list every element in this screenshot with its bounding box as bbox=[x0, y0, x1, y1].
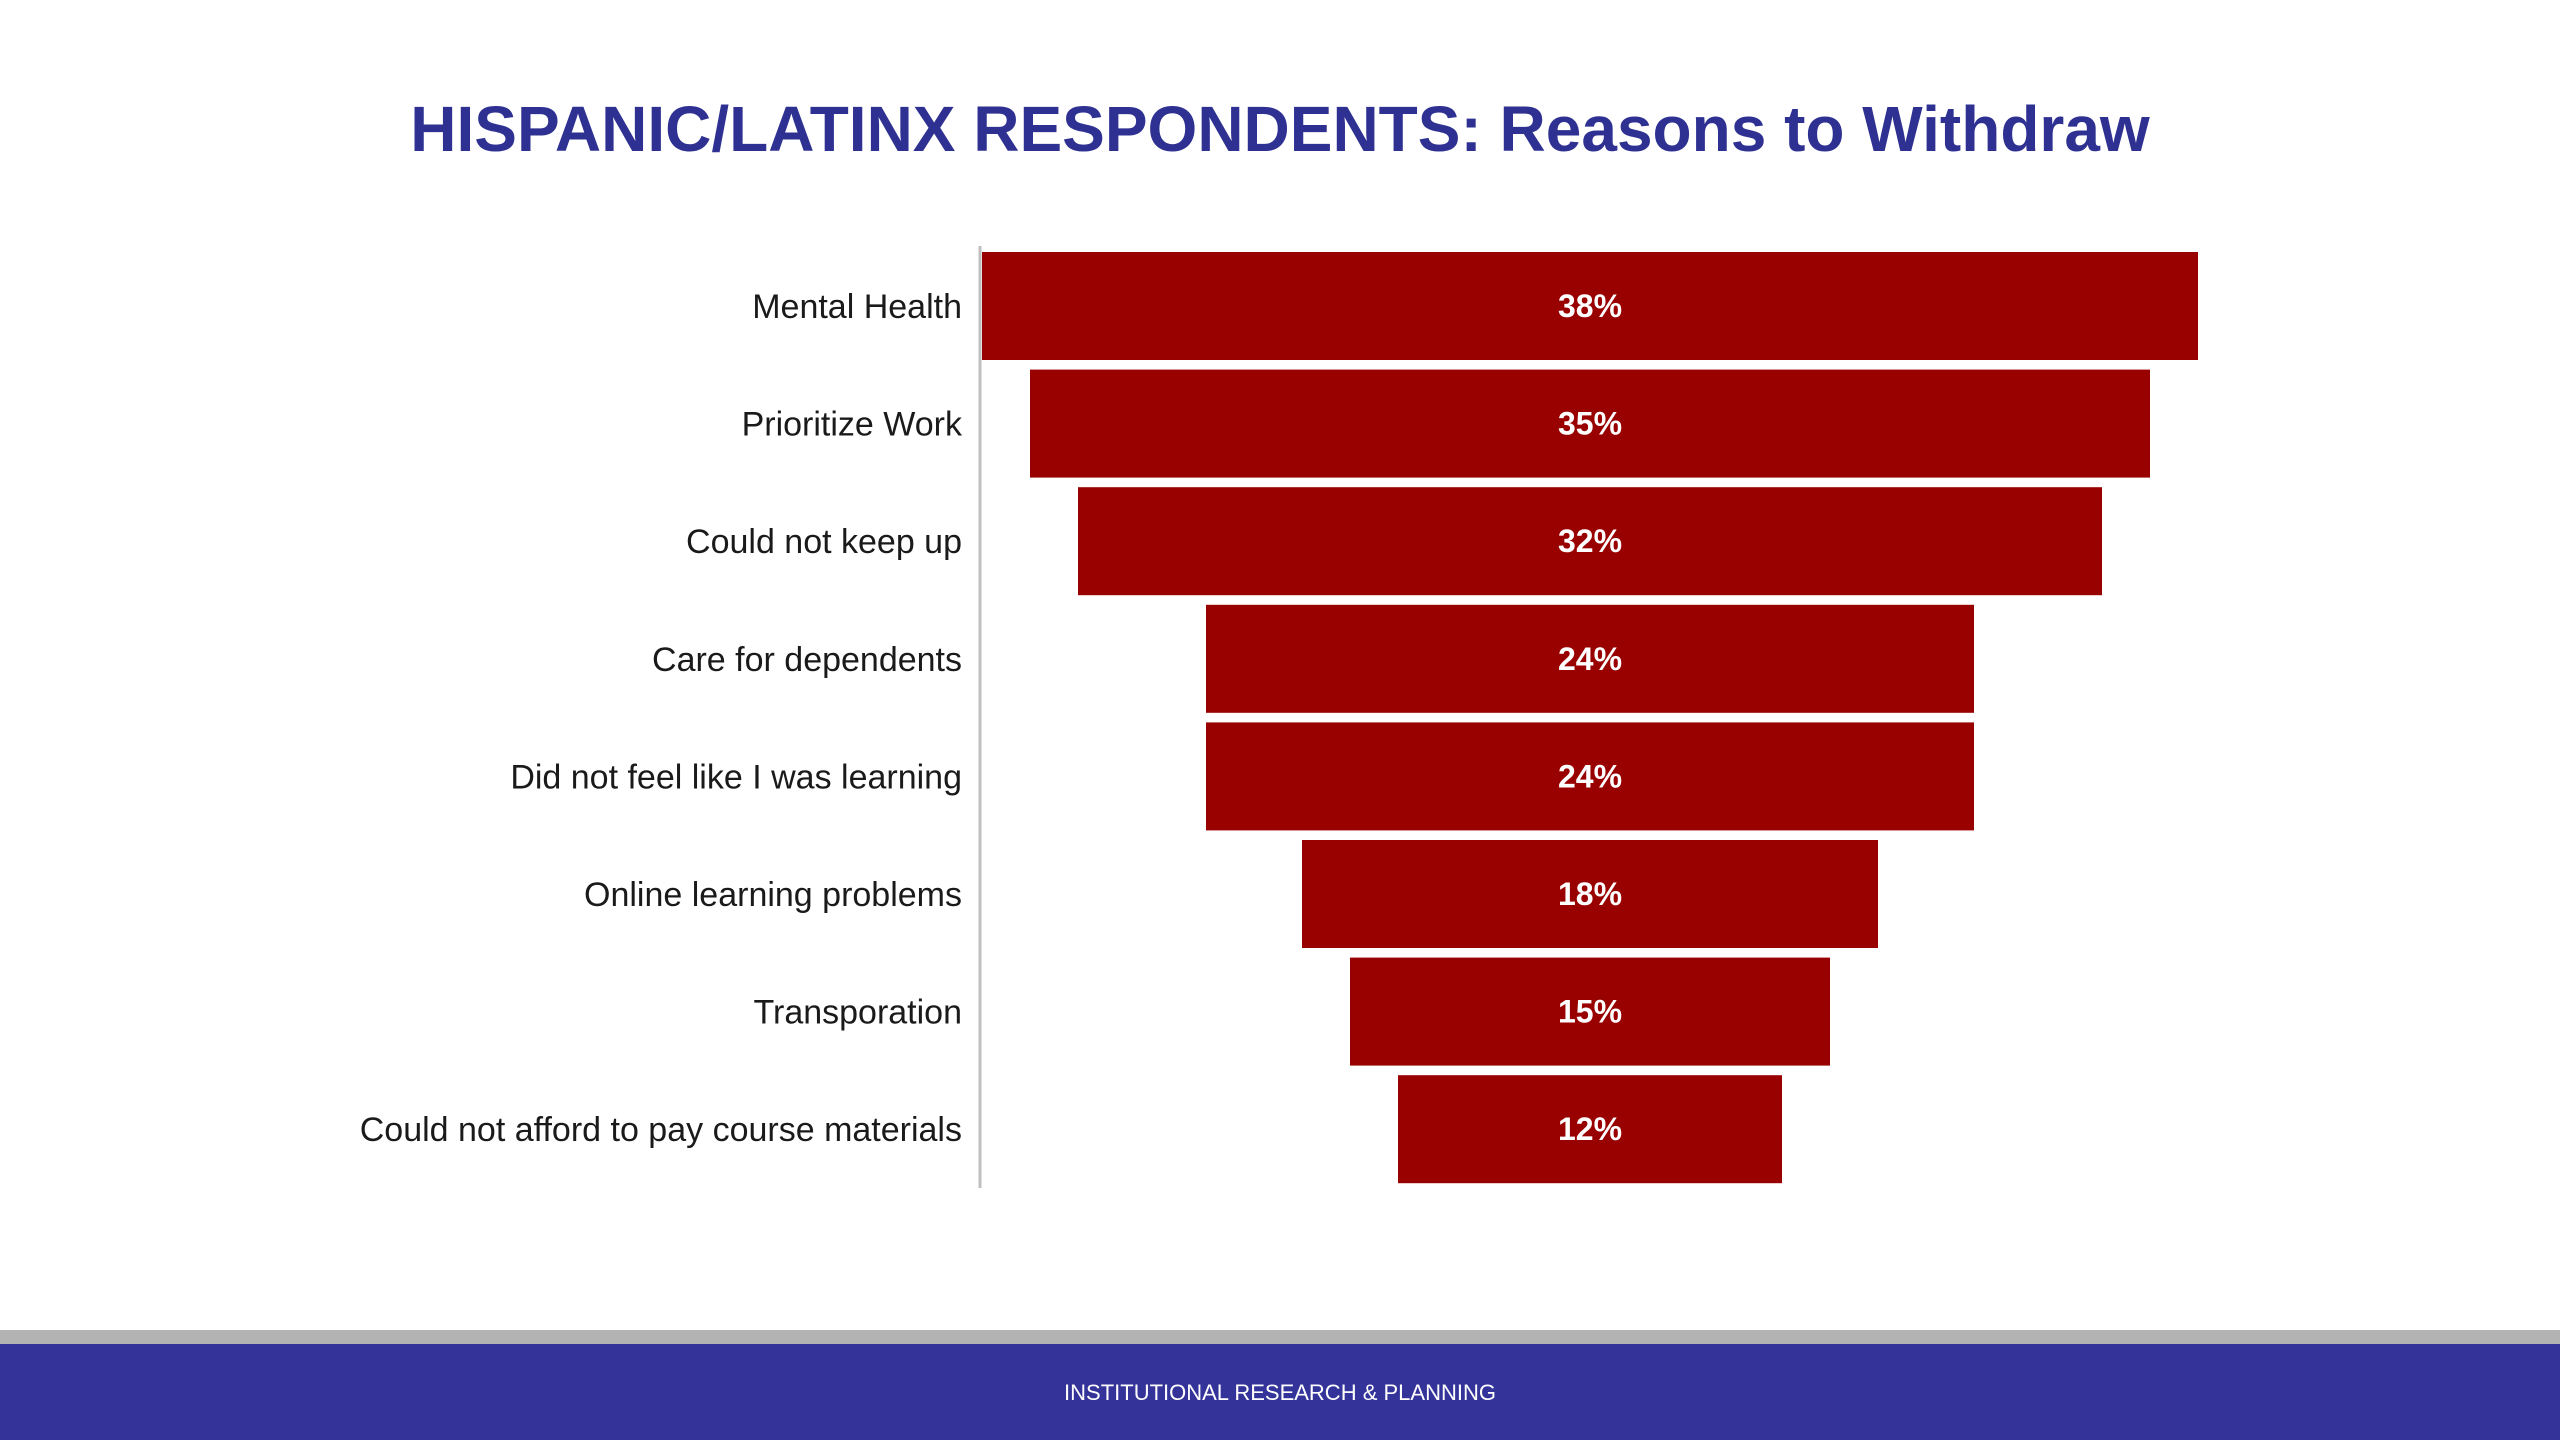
funnel-bar bbox=[1398, 1075, 1782, 1184]
funnel-bar bbox=[1302, 840, 1878, 948]
footer-text: INSTITUTIONAL RESEARCH & PLANNING bbox=[1064, 1380, 1496, 1405]
funnel-chart: 38% 35% 32% 24% 24% 18% 15% 12% Mental Health Pr… bbox=[360, 246, 2198, 1188]
funnel-bar bbox=[1350, 957, 1830, 1066]
funnel-bar bbox=[982, 252, 2198, 360]
category-label: Care for dependents bbox=[652, 641, 962, 679]
bar-value-label: 18% bbox=[1558, 876, 1622, 912]
funnel-bar bbox=[1030, 369, 2150, 478]
chart-title: HISPANIC/LATINX RESPONDENTS: Reasons to … bbox=[410, 93, 2150, 165]
bar-value-label: 35% bbox=[1558, 406, 1622, 442]
bar-value-label: 32% bbox=[1558, 523, 1622, 559]
category-label: Transporation bbox=[753, 994, 962, 1032]
bar-value-label: 12% bbox=[1558, 1111, 1622, 1147]
funnel-bar bbox=[1206, 722, 1974, 831]
bar-value-label: 38% bbox=[1558, 288, 1622, 324]
category-label: Could not keep up bbox=[686, 523, 962, 561]
bar-value-label: 24% bbox=[1558, 758, 1622, 794]
category-labels-layer: Mental Health Prioritize Work Could not ke… bbox=[360, 288, 963, 1149]
category-label: Could not afford to pay course materials bbox=[360, 1111, 962, 1149]
bar-value-label: 24% bbox=[1558, 641, 1622, 677]
funnel-bar bbox=[1206, 604, 1974, 713]
category-label: Online learning problems bbox=[584, 876, 962, 914]
footer-band bbox=[0, 1344, 2560, 1440]
bar-value-label: 15% bbox=[1558, 994, 1622, 1030]
category-label: Prioritize Work bbox=[742, 406, 963, 444]
bars-layer: 38% 35% 32% 24% 24% 18% 15% 12% bbox=[982, 252, 2198, 1184]
category-label: Mental Health bbox=[752, 288, 962, 326]
funnel-bar bbox=[1078, 487, 2102, 596]
category-label: Did not feel like I was learning bbox=[510, 758, 962, 796]
footer-stripe bbox=[0, 1330, 2560, 1344]
